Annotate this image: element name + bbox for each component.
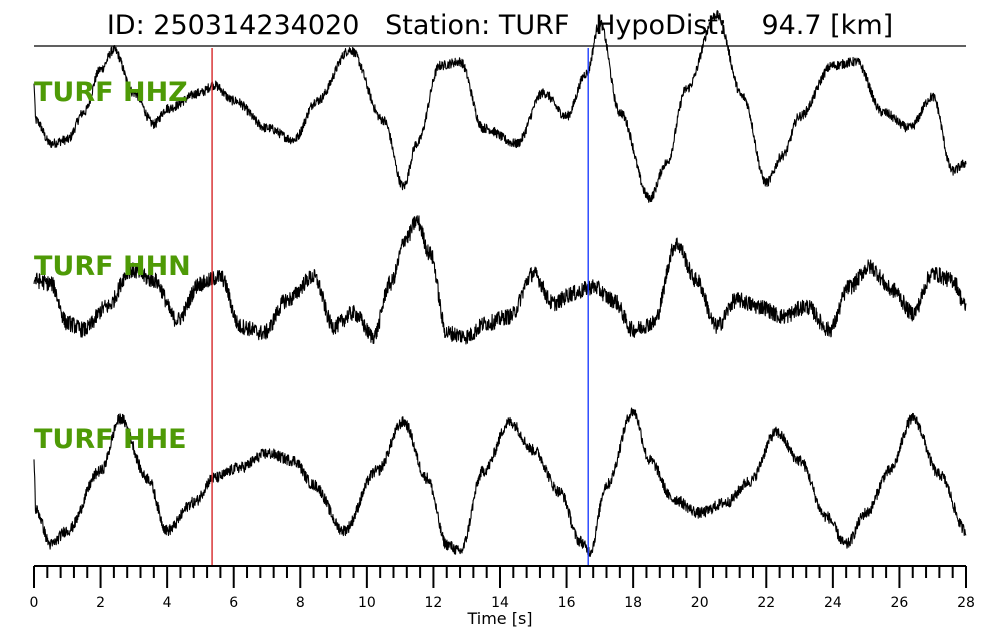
trace-labels: TURF HHZ TURF HHN TURF HHE <box>34 77 191 455</box>
event-id: ID: 250314234020 <box>106 10 360 41</box>
x-tick-label: 6 <box>229 595 238 611</box>
phase-markers <box>211 48 589 566</box>
x-tick-label: 2 <box>96 595 105 611</box>
x-tick-label: 0 <box>30 595 39 611</box>
chart-title: ID: 250314234020 Station: TURF HypoDist:… <box>0 10 1000 41</box>
x-tick-label: 20 <box>691 595 709 611</box>
x-tick-label: 16 <box>558 595 576 611</box>
x-tick-label: 18 <box>624 595 642 611</box>
x-tick-label: 26 <box>891 595 909 611</box>
trace-turf-hhe <box>33 407 967 557</box>
time-axis: 0 2 4 6 8 10 12 14 16 18 20 22 24 26 28 <box>30 565 975 611</box>
station-name: Station: TURF <box>385 10 570 41</box>
trace-turf-hhz <box>33 10 967 203</box>
x-tick-label: 10 <box>358 595 376 611</box>
trace-turf-hhn <box>33 215 967 345</box>
trace-label-turf-hhe: TURF HHE <box>34 424 187 455</box>
hypodist-value: 94.7 [km] <box>761 10 894 41</box>
trace-label-turf-hhn: TURF HHN <box>34 251 191 282</box>
x-tick-label: 14 <box>491 595 509 611</box>
x-axis-label: Time [s] <box>466 609 532 628</box>
x-tick-label: 4 <box>163 595 172 611</box>
hypodist-label: HypoDist: <box>595 10 728 41</box>
trace-label-turf-hhz: TURF HHZ <box>34 77 188 108</box>
x-tick-label: 8 <box>296 595 305 611</box>
x-tick-label: 28 <box>957 595 975 611</box>
x-tick-label: 12 <box>425 595 443 611</box>
traces-group <box>33 10 967 557</box>
x-tick-label: 22 <box>757 595 775 611</box>
x-tick-label: 24 <box>824 595 842 611</box>
